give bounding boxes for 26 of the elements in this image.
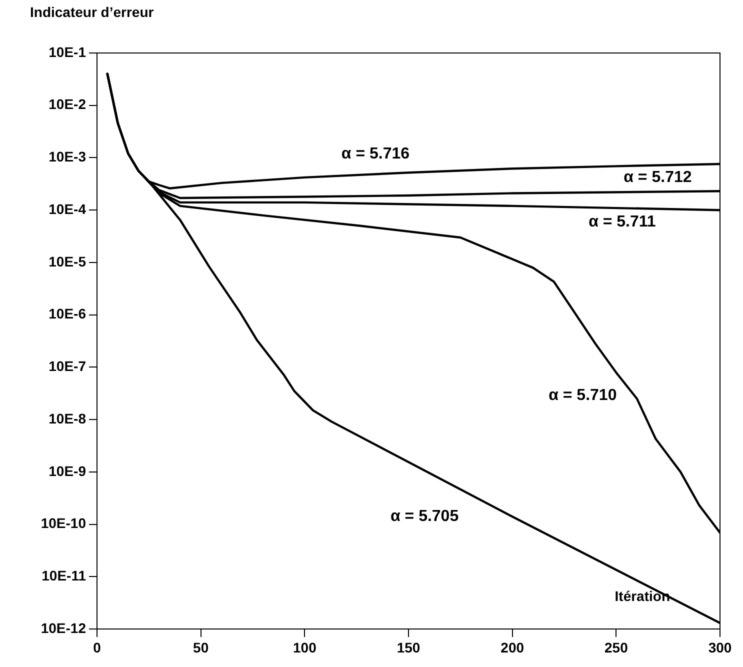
y-tick-label: 10E-5 — [48, 253, 86, 270]
y-tick-label: 10E-3 — [48, 148, 86, 165]
series-label: α = 5.705 — [390, 508, 459, 526]
y-tick-label: 10E-4 — [48, 200, 86, 217]
x-axis-title: Itération — [614, 588, 670, 604]
series-label: α = 5.716 — [341, 146, 410, 163]
y-tick-label: 10E-12 — [40, 620, 86, 636]
x-tick-label: 0 — [93, 639, 102, 656]
x-tick-label: 300 — [708, 639, 732, 656]
y-tick-label: 10E-9 — [48, 462, 86, 479]
y-tick-label: 10E-8 — [48, 410, 86, 426]
y-tick-label: 10E-11 — [42, 567, 86, 584]
y-tick-label: 10E-6 — [48, 306, 86, 322]
x-tick-label: 250 — [604, 639, 628, 656]
x-tick-label: 50 — [193, 639, 209, 656]
y-tick-label: 10E-10 — [40, 515, 86, 532]
y-tick-label: 10E-1 — [48, 44, 86, 60]
series-label: α = 5.712 — [624, 169, 692, 186]
x-tick-label: 200 — [500, 639, 524, 656]
x-tick-label: 150 — [396, 639, 420, 656]
y-axis-title: Indicateur d’erreur — [30, 4, 154, 20]
series-label: α = 5.710 — [548, 387, 617, 404]
series-label: α = 5.711 — [588, 214, 656, 231]
x-tick-label: 100 — [292, 639, 317, 656]
y-tick-label: 10E-2 — [48, 96, 86, 112]
y-tick-label: 10E-7 — [48, 358, 86, 374]
